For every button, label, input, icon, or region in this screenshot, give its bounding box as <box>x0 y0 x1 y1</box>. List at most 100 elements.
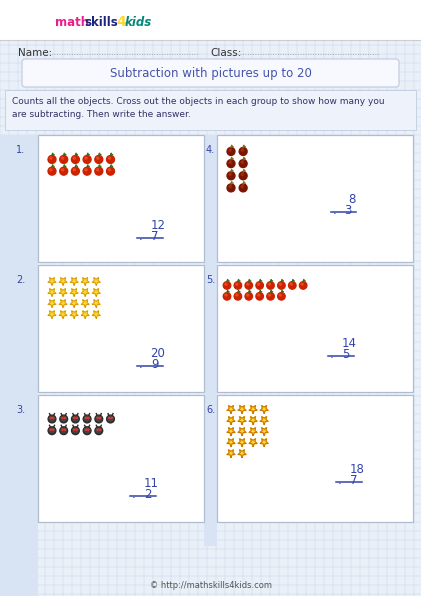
Text: kids: kids <box>125 15 152 29</box>
Circle shape <box>95 415 103 423</box>
Circle shape <box>73 157 75 159</box>
Polygon shape <box>92 311 100 318</box>
Circle shape <box>74 429 75 430</box>
Polygon shape <box>70 311 78 318</box>
Circle shape <box>225 294 227 296</box>
Circle shape <box>223 293 231 300</box>
Text: .: . <box>330 348 334 361</box>
Polygon shape <box>249 439 257 446</box>
Text: 9: 9 <box>151 358 159 371</box>
Circle shape <box>48 427 56 434</box>
Text: 4: 4 <box>116 15 126 29</box>
Circle shape <box>60 167 68 175</box>
Circle shape <box>53 429 54 430</box>
Circle shape <box>97 429 98 430</box>
Circle shape <box>229 149 231 151</box>
Circle shape <box>279 283 282 285</box>
FancyBboxPatch shape <box>22 59 399 87</box>
Circle shape <box>107 167 115 175</box>
Circle shape <box>108 416 113 421</box>
Circle shape <box>95 167 103 175</box>
Circle shape <box>256 293 264 300</box>
Text: .: . <box>132 488 136 501</box>
Polygon shape <box>260 428 268 435</box>
Circle shape <box>245 293 253 300</box>
Text: Counts all the objects. Cross out the objects in each group to show how many you: Counts all the objects. Cross out the ob… <box>12 97 385 119</box>
Text: 3.: 3. <box>16 405 25 415</box>
Circle shape <box>236 294 238 296</box>
Circle shape <box>95 427 103 434</box>
Polygon shape <box>48 278 56 285</box>
Polygon shape <box>260 439 268 446</box>
Circle shape <box>239 147 247 156</box>
Circle shape <box>99 429 101 430</box>
Polygon shape <box>238 439 246 446</box>
Circle shape <box>267 282 274 289</box>
Polygon shape <box>227 405 235 413</box>
Circle shape <box>223 282 231 289</box>
Text: 3: 3 <box>344 204 352 217</box>
Text: 1.: 1. <box>16 145 25 155</box>
Text: 7: 7 <box>151 230 159 243</box>
Circle shape <box>241 149 243 151</box>
Circle shape <box>60 156 68 163</box>
Circle shape <box>61 427 67 433</box>
Circle shape <box>83 156 91 163</box>
Circle shape <box>225 283 227 285</box>
Text: © http://mathskills4kids.com: © http://mathskills4kids.com <box>149 582 272 591</box>
Circle shape <box>234 282 242 289</box>
Polygon shape <box>59 300 67 308</box>
Polygon shape <box>48 300 56 308</box>
Circle shape <box>95 156 103 163</box>
Circle shape <box>290 283 292 285</box>
Polygon shape <box>92 300 100 308</box>
Circle shape <box>96 169 99 171</box>
Bar <box>38 135 204 262</box>
Text: .: . <box>139 358 143 371</box>
Text: 2: 2 <box>144 488 152 501</box>
Circle shape <box>88 429 89 430</box>
Bar <box>217 395 413 522</box>
Polygon shape <box>238 417 246 424</box>
Circle shape <box>84 427 90 433</box>
Circle shape <box>49 416 55 421</box>
Circle shape <box>76 417 77 418</box>
Polygon shape <box>81 288 89 296</box>
Polygon shape <box>227 439 235 446</box>
Circle shape <box>279 294 282 296</box>
Polygon shape <box>92 278 100 285</box>
Circle shape <box>83 427 91 434</box>
Circle shape <box>97 417 98 418</box>
Circle shape <box>278 282 285 289</box>
Circle shape <box>73 427 78 433</box>
Circle shape <box>109 417 110 418</box>
Circle shape <box>61 416 67 421</box>
Circle shape <box>239 184 247 192</box>
Circle shape <box>61 169 64 171</box>
Circle shape <box>83 167 91 175</box>
Circle shape <box>111 417 112 418</box>
Text: 5: 5 <box>342 348 350 361</box>
Circle shape <box>107 156 115 163</box>
Circle shape <box>61 157 64 159</box>
Circle shape <box>227 160 235 167</box>
Circle shape <box>48 167 56 175</box>
Circle shape <box>64 429 66 430</box>
Circle shape <box>96 427 101 433</box>
Circle shape <box>50 429 51 430</box>
Polygon shape <box>238 428 246 435</box>
Text: 7: 7 <box>350 474 358 487</box>
Polygon shape <box>227 428 235 435</box>
Bar <box>0 135 38 596</box>
Text: 8: 8 <box>348 193 356 206</box>
Polygon shape <box>249 428 257 435</box>
Polygon shape <box>92 288 100 296</box>
Circle shape <box>85 429 87 430</box>
Bar <box>217 265 413 392</box>
Polygon shape <box>227 450 235 458</box>
Circle shape <box>99 417 101 418</box>
Circle shape <box>301 283 303 285</box>
Circle shape <box>53 417 54 418</box>
Circle shape <box>49 427 55 433</box>
Polygon shape <box>81 278 89 285</box>
